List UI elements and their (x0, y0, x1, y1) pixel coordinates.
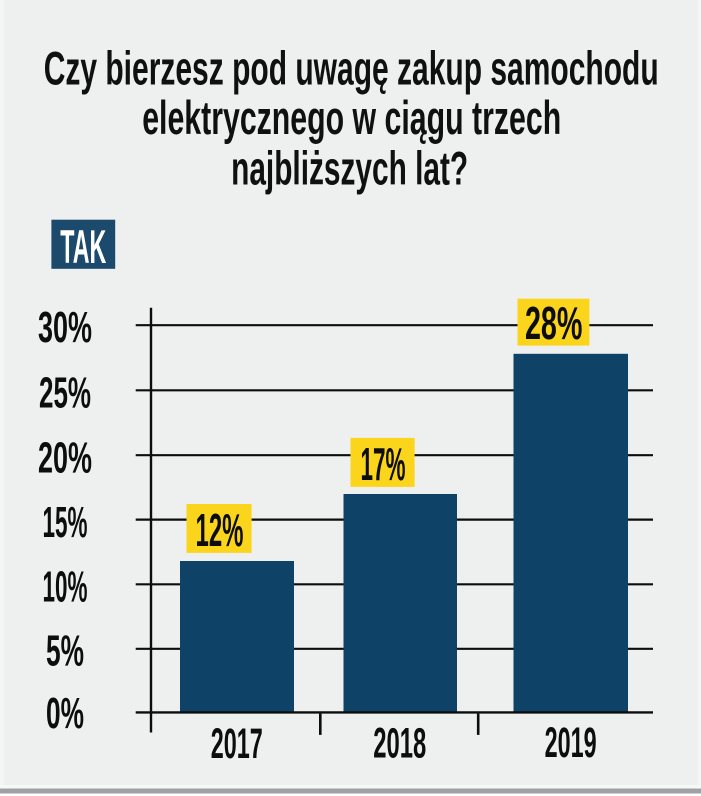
svg-text:17%: 17% (361, 438, 406, 490)
svg-text:Czy bierzesz pod uwagę zakup s: Czy bierzesz pod uwagę zakup samochodu (44, 43, 659, 96)
svg-text:15%: 15% (43, 498, 88, 547)
svg-text:30%: 30% (38, 303, 92, 352)
svg-text:elektrycznego w ciągu trzech: elektrycznego w ciągu trzech (142, 92, 561, 145)
svg-text:12%: 12% (196, 504, 244, 556)
svg-text:20%: 20% (38, 433, 92, 482)
svg-text:2018: 2018 (373, 719, 426, 767)
svg-text:TAK: TAK (60, 220, 106, 273)
svg-text:10%: 10% (43, 563, 88, 612)
svg-text:2019: 2019 (545, 719, 597, 767)
svg-text:28%: 28% (525, 297, 583, 349)
svg-text:najbliższych lat?: najbliższych lat? (231, 143, 468, 196)
svg-text:5%: 5% (46, 627, 84, 676)
svg-text:2017: 2017 (211, 720, 263, 768)
svg-text:0%: 0% (46, 689, 84, 738)
svg-text:25%: 25% (39, 368, 91, 417)
